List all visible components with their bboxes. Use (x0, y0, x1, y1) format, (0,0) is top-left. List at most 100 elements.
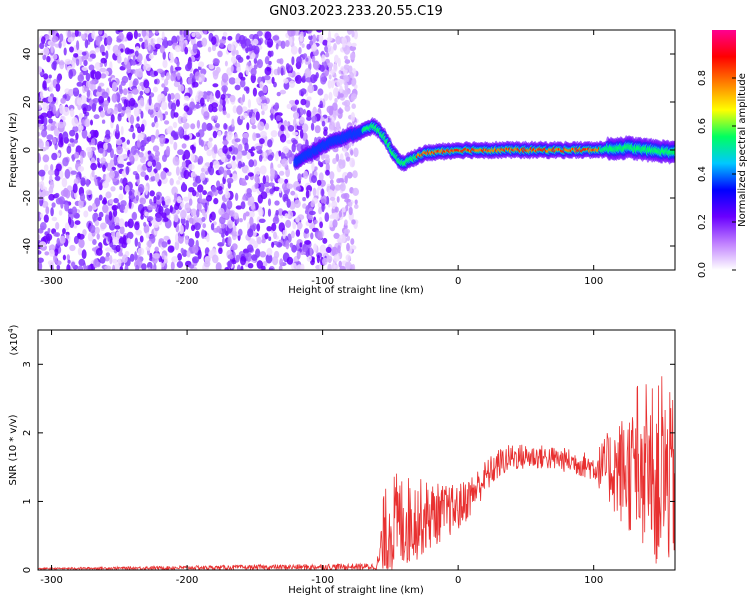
heatmap-cell (353, 147, 359, 158)
heatmap-cell (69, 244, 76, 252)
heatmap-cell (140, 214, 144, 220)
heatmap-cell (264, 232, 269, 240)
heatmap-cell (314, 125, 321, 134)
heatmap-cell (170, 109, 176, 119)
heatmap-cell (263, 157, 267, 162)
heatmap-cell (222, 140, 229, 145)
heatmap-cell (48, 118, 53, 124)
heatmap-cell (302, 197, 306, 202)
heatmap-cell (64, 168, 71, 179)
heatmap-cell (140, 145, 145, 152)
heatmap-cell (55, 110, 59, 117)
heatmap-cell (123, 99, 128, 108)
heatmap-cell (310, 74, 317, 84)
heatmap-cell (351, 42, 357, 47)
heatmap-cell (262, 151, 267, 158)
heatmap-cell (46, 134, 54, 141)
heatmap-cell (58, 196, 65, 205)
heatmap-cell (38, 261, 43, 270)
heatmap-cell (149, 190, 155, 197)
heatmap-cell (283, 196, 289, 201)
heatmap-cell (165, 72, 171, 81)
snr-y-label: SNR (10 * v/v) (8, 414, 19, 485)
heatmap-cell (187, 46, 191, 52)
heatmap-cell (267, 139, 273, 148)
heatmap-cell (94, 129, 99, 139)
heatmap-cell (211, 36, 217, 45)
heatmap-cell (206, 149, 213, 157)
heatmap-cell (161, 31, 165, 40)
heatmap-cell (285, 167, 290, 178)
heatmap-cell (192, 256, 199, 264)
heatmap-cell (77, 74, 85, 82)
heatmap-cell (177, 253, 183, 261)
heatmap-cell (321, 188, 325, 197)
heatmap-cell (279, 133, 287, 143)
heatmap-cell (248, 111, 253, 119)
heatmap-cell (49, 174, 53, 182)
heatmap-cell (268, 149, 273, 154)
heatmap-cell (331, 212, 336, 218)
heatmap-cell (343, 228, 351, 234)
heatmap-cell (117, 163, 124, 168)
heatmap-cell (38, 169, 46, 177)
heatmap-cell (346, 242, 350, 252)
heatmap-cell (145, 64, 151, 72)
heatmap-cell (208, 137, 213, 142)
heatmap-cell (91, 30, 96, 39)
heatmap-cell (145, 232, 150, 239)
heatmap-cell (301, 43, 305, 48)
heatmap-cell (198, 77, 202, 83)
heatmap-cell (184, 235, 189, 245)
heatmap-cell (165, 145, 171, 156)
heatmap-cell (172, 121, 178, 129)
heatmap-cell (80, 177, 86, 187)
heatmap-cell (316, 187, 320, 198)
heatmap-cell (182, 116, 187, 124)
heatmap-cell (134, 50, 139, 57)
heatmap-cell (187, 238, 195, 247)
heatmap-cell (62, 106, 70, 117)
heatmap-cell (232, 147, 239, 155)
heatmap-cell (200, 68, 207, 76)
heatmap-cell (218, 166, 225, 175)
heatmap-cell (338, 159, 346, 169)
heatmap-cell (189, 73, 194, 79)
heatmap-cell (190, 224, 196, 232)
heatmap-cell (173, 141, 178, 151)
heatmap-cell (256, 260, 263, 269)
heatmap-y-label: Frequency (Hz) (8, 112, 19, 188)
snr-x-axis: -300 -200 -100 0 100 (40, 330, 603, 586)
heatmap-cell (316, 254, 320, 264)
heatmap-cell (258, 208, 264, 217)
heatmap-cell (191, 32, 196, 38)
heatmap-cell (146, 240, 152, 248)
heatmap-cell (207, 141, 213, 149)
heatmap-cell (45, 141, 50, 150)
heatmap-cell (206, 94, 210, 103)
heatmap-cell (38, 132, 41, 137)
heatmap-cell (221, 232, 225, 238)
heatmap-cell (144, 57, 147, 67)
heatmap-cell (288, 36, 293, 46)
heatmap-cell (334, 206, 339, 213)
heatmap-cell (323, 129, 328, 137)
heatmap-cell (232, 105, 238, 114)
heatmap-cell (343, 192, 350, 200)
heatmap-cell (83, 59, 88, 67)
heatmap-y-axis: -40 -20 0 20 40 (22, 48, 675, 254)
heatmap-cell (112, 264, 116, 270)
heatmap-cell (203, 260, 211, 268)
heatmap-cell (144, 174, 149, 181)
heatmap-cell (213, 197, 219, 205)
heatmap-cell (247, 172, 254, 177)
heatmap-cell (299, 37, 304, 42)
heatmap-cell (273, 231, 277, 240)
heatmap-cell (39, 180, 45, 191)
heatmap-cell (164, 120, 170, 125)
heatmap-cell (343, 76, 347, 86)
heatmap-cell (259, 81, 265, 90)
heatmap-cell (297, 222, 303, 230)
